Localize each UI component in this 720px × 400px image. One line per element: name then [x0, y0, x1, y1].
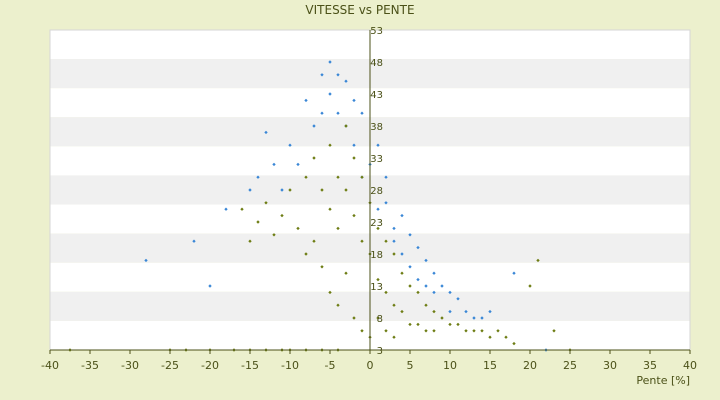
- data-point: [208, 284, 212, 288]
- data-point: [344, 79, 348, 83]
- data-point: [328, 60, 332, 64]
- x-tick-label: 20: [523, 359, 537, 372]
- x-tick-label: 30: [603, 359, 617, 372]
- y-tick-label: 23: [370, 218, 383, 229]
- data-point: [360, 111, 364, 115]
- y-tick-label: 38: [370, 122, 383, 133]
- y-tick-label: 13: [370, 282, 383, 293]
- x-tick-label: -20: [201, 359, 219, 372]
- x-tick-label: -25: [161, 359, 179, 372]
- y-tick-label: 43: [370, 90, 383, 101]
- x-tick-label: -15: [241, 359, 259, 372]
- x-axis-ticks: -40 -35 -30 -25 -20 -15 -10 -5 0 5 10 15 20 25 30 35 40: [41, 350, 697, 372]
- data-point: [528, 284, 532, 288]
- y-tick-label: 3: [377, 346, 383, 357]
- y-tick-label: 18: [370, 250, 383, 261]
- x-tick-label: 25: [563, 359, 577, 372]
- x-tick-label: 5: [407, 359, 414, 372]
- x-tick-label: -35: [81, 359, 99, 372]
- data-point: [312, 124, 316, 128]
- data-point: [320, 111, 324, 115]
- data-point: [512, 341, 516, 346]
- y-tick-label: 33: [370, 154, 383, 165]
- data-point: [240, 207, 244, 211]
- y-tick-label: 53: [370, 26, 383, 37]
- x-tick-label: -10: [281, 359, 299, 372]
- y-tick-label: 28: [370, 186, 383, 197]
- x-tick-label: -40: [41, 359, 59, 372]
- data-point: [344, 124, 348, 128]
- x-tick-label: 10: [443, 359, 457, 372]
- x-tick-label: 40: [683, 359, 697, 372]
- data-point: [248, 188, 252, 192]
- data-point: [224, 207, 228, 211]
- data-point: [248, 239, 252, 243]
- data-point: [144, 258, 148, 263]
- x-tick-label: 15: [483, 359, 497, 372]
- x-tick-label: 35: [643, 359, 657, 372]
- data-point: [192, 239, 196, 243]
- y-tick-label: 48: [370, 58, 383, 69]
- x-axis-label: Pente [%]: [636, 374, 690, 387]
- x-tick-label: 0: [367, 359, 374, 372]
- chart-title: VITESSE vs PENTE: [305, 3, 414, 17]
- data-point: [328, 92, 332, 96]
- data-point: [336, 111, 340, 115]
- data-point: [512, 271, 516, 275]
- x-tick-label: -5: [325, 359, 336, 372]
- x-tick-label: -30: [121, 359, 139, 372]
- y-tick-label: 8: [377, 314, 383, 325]
